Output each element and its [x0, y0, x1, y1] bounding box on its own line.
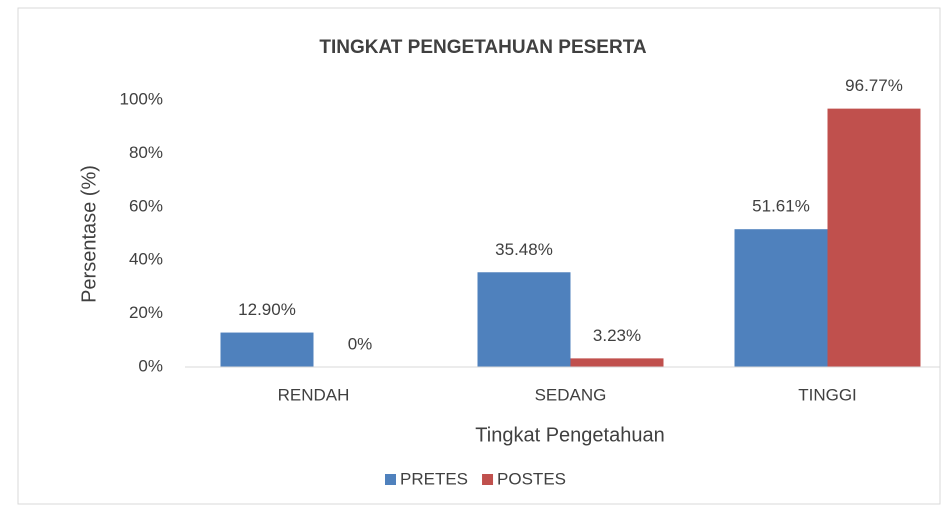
data-label: 0%	[348, 334, 373, 353]
legend-label: POSTES	[497, 469, 566, 488]
bar	[734, 229, 828, 367]
x-tick-label: TINGGI	[798, 385, 857, 404]
bar	[570, 358, 664, 367]
chart-title: TINGKAT PENGETAHUAN PESERTA	[319, 37, 647, 58]
legend-label: PRETES	[400, 469, 468, 488]
x-axis-title: Tingkat Pengetahuan	[475, 424, 664, 446]
x-tick-label: RENDAH	[278, 385, 350, 404]
legend-swatch	[385, 474, 396, 485]
y-tick-label: 0%	[138, 356, 163, 375]
y-tick-label: 100%	[120, 89, 163, 108]
bar	[827, 108, 921, 368]
data-label: 3.23%	[593, 326, 641, 345]
data-label: 35.48%	[495, 240, 553, 259]
data-label: 12.90%	[238, 300, 296, 319]
bar	[477, 272, 571, 367]
y-tick-label: 40%	[129, 250, 163, 269]
data-label: 51.61%	[752, 197, 810, 216]
data-label: 96.77%	[845, 76, 903, 95]
legend-swatch	[482, 474, 494, 485]
y-axis-title: Persentase (%)	[78, 165, 100, 303]
y-tick-label: 80%	[129, 143, 163, 162]
y-tick-label: 60%	[129, 196, 163, 215]
y-tick-label: 20%	[129, 303, 163, 322]
x-tick-label: SEDANG	[535, 385, 607, 404]
bar	[220, 332, 314, 367]
